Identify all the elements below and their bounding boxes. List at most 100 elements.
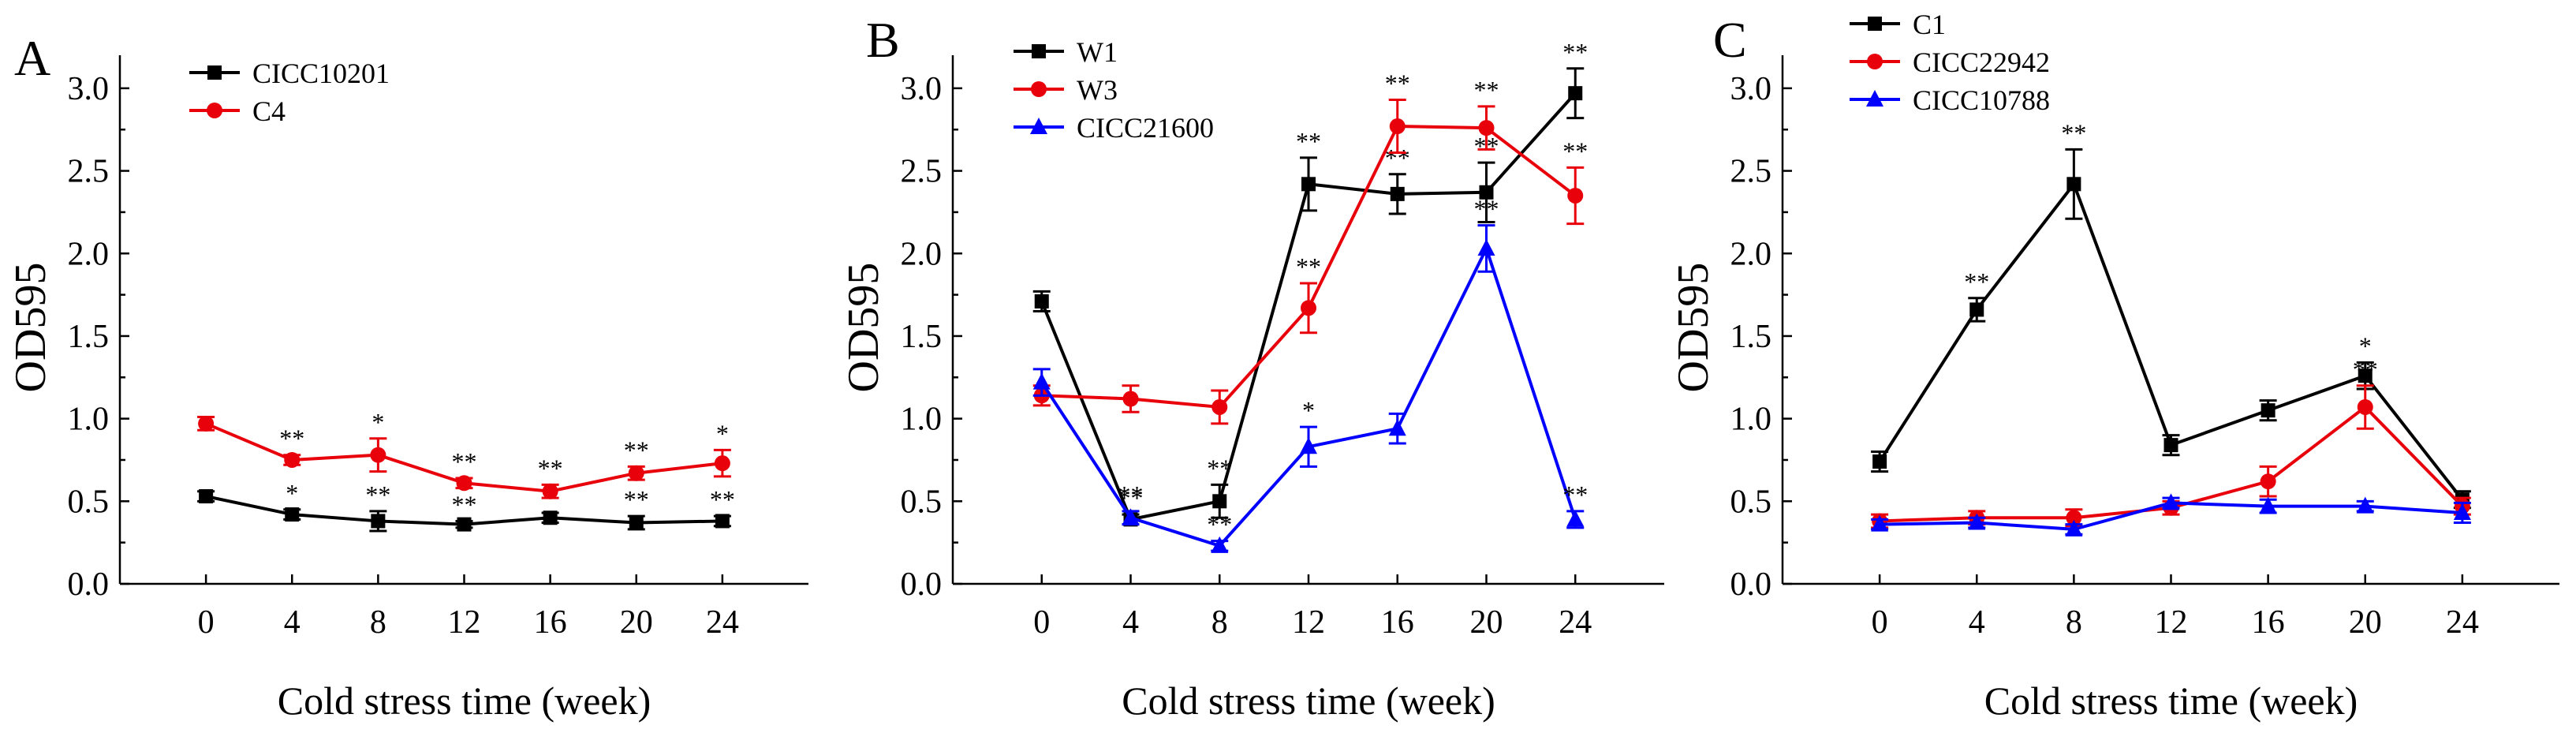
y-tick-label: 1.0 <box>901 402 943 438</box>
x-tick-label: 16 <box>2252 604 2285 641</box>
significance-label: ** <box>1562 38 1588 66</box>
x-axis-label: Cold stress time (week) <box>1122 679 1495 723</box>
x-tick-label: 8 <box>370 604 386 641</box>
significance-label: * <box>2359 331 2372 360</box>
panel-c: C 0.0 0.5 1.0 1.5 2.0 2.5 3.0 0 4 8 12 16 20 24 Cold st… <box>1669 9 2559 723</box>
data-point <box>1122 391 1139 407</box>
significance-label: * <box>371 408 384 436</box>
data-point <box>1390 186 1405 201</box>
legend-marker <box>1866 90 1883 107</box>
significance-label: ** <box>365 480 390 509</box>
significance-label: ** <box>2061 118 2086 147</box>
data-point <box>1479 185 1494 200</box>
data-point <box>2163 438 2178 453</box>
data-point <box>2453 503 2471 520</box>
x-tick-label: 16 <box>1381 604 1414 641</box>
x-tick-label: 16 <box>534 604 567 641</box>
legend-marker <box>1031 81 1047 97</box>
significance-label: * <box>286 479 298 507</box>
x-tick-label: 20 <box>1470 604 1503 641</box>
data-point <box>1388 419 1406 436</box>
legend-label: W3 <box>1077 74 1118 106</box>
data-point <box>543 510 558 525</box>
data-point <box>1211 398 1228 415</box>
data-point <box>2358 368 2373 383</box>
significance-label: ** <box>452 447 477 476</box>
data-point <box>2259 496 2277 514</box>
significance-label: ** <box>1207 510 1232 539</box>
legend-marker <box>1868 17 1882 31</box>
significance-label: ** <box>1207 454 1232 482</box>
x-tick-label: 4 <box>1969 604 1985 641</box>
data-point <box>370 447 386 463</box>
data-point <box>1301 300 1316 316</box>
panel-letter: B <box>866 12 900 68</box>
data-point <box>1211 536 1229 553</box>
y-tick-label: 1.5 <box>901 319 943 355</box>
x-tick-label: 0 <box>198 604 215 641</box>
significance-label: ** <box>1562 136 1588 165</box>
data-point <box>284 451 301 468</box>
data-point <box>456 475 472 492</box>
data-point <box>371 514 386 529</box>
data-point <box>1478 120 1495 136</box>
series-c1: ***** <box>1871 118 2471 510</box>
legend-label: W1 <box>1077 36 1118 68</box>
data-point <box>2260 473 2276 490</box>
panel-letter: A <box>14 30 50 86</box>
significance-label: ** <box>1385 69 1410 98</box>
data-point <box>1477 238 1495 256</box>
data-point <box>1032 372 1051 390</box>
legend-marker <box>1032 44 1046 58</box>
x-tick-label: 12 <box>448 604 481 641</box>
significance-label: ** <box>1964 267 1989 296</box>
y-axis-label: OD595 <box>6 263 55 393</box>
x-tick-label: 12 <box>2155 604 2188 641</box>
legend-label: CICC22942 <box>1913 47 2050 78</box>
x-tick-label: 8 <box>1211 604 1228 641</box>
data-point <box>1871 514 1889 532</box>
significance-label: ** <box>1474 195 1499 223</box>
data-point <box>2065 519 2083 537</box>
y-tick-label: 2.0 <box>1730 236 1772 272</box>
y-tick-label: 0.0 <box>901 566 943 603</box>
panel-letter: C <box>1713 12 1747 68</box>
data-point <box>715 514 730 529</box>
x-tick-label: 0 <box>1033 604 1050 641</box>
series-cicc21600: ********* <box>1032 195 1588 553</box>
x-tick-label: 20 <box>2349 604 2382 641</box>
significance-label: ** <box>1296 252 1321 281</box>
panel-b: B 0.0 0.5 1.0 1.5 2.0 2.5 3.0 0 4 8 12 16 20 24 Cold st… <box>839 12 1664 723</box>
series-cicc10788 <box>1871 493 2471 537</box>
y-tick-label: 1.0 <box>1730 402 1772 438</box>
legend-marker <box>207 103 222 118</box>
x-axis-label: Cold stress time (week) <box>1984 679 2358 723</box>
data-point <box>1872 454 1887 469</box>
significance-label: ** <box>1296 127 1321 155</box>
significance-label: ** <box>2353 355 2378 383</box>
data-point <box>199 489 214 504</box>
y-tick-label: 3.0 <box>901 71 943 107</box>
legend-label: C1 <box>1913 9 1946 40</box>
data-point <box>2162 493 2180 510</box>
y-tick-label: 0.0 <box>1730 566 1772 603</box>
x-tick-label: 4 <box>1122 604 1139 641</box>
y-tick-label: 2.5 <box>1730 154 1772 190</box>
y-tick-label: 2.0 <box>68 236 110 272</box>
y-tick-label: 1.5 <box>1730 319 1772 355</box>
x-tick-label: 0 <box>1872 604 1888 641</box>
y-axis-label: OD595 <box>1669 263 1718 393</box>
significance-label: ** <box>710 485 735 514</box>
data-point <box>1301 177 1316 192</box>
data-point <box>1969 302 1984 317</box>
significance-label: * <box>716 419 729 447</box>
y-tick-label: 2.0 <box>901 236 943 272</box>
significance-label: ** <box>624 436 649 464</box>
data-point <box>1968 513 1986 530</box>
legend-marker <box>1030 118 1047 134</box>
x-tick-label: 8 <box>2066 604 2082 641</box>
legend-marker <box>1867 54 1883 69</box>
significance-label: ** <box>452 490 477 518</box>
y-tick-label: 1.0 <box>68 402 110 438</box>
